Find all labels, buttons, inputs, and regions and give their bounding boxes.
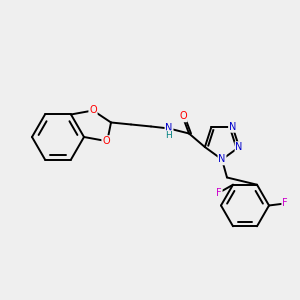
Text: F: F [216,188,222,198]
Text: O: O [179,112,187,122]
Text: O: O [102,136,110,146]
Text: N: N [218,154,226,164]
Text: N: N [229,122,236,132]
Text: F: F [282,199,288,208]
Text: N: N [165,124,173,134]
Text: H: H [166,131,172,140]
Text: O: O [89,106,97,116]
Text: N: N [236,142,243,152]
